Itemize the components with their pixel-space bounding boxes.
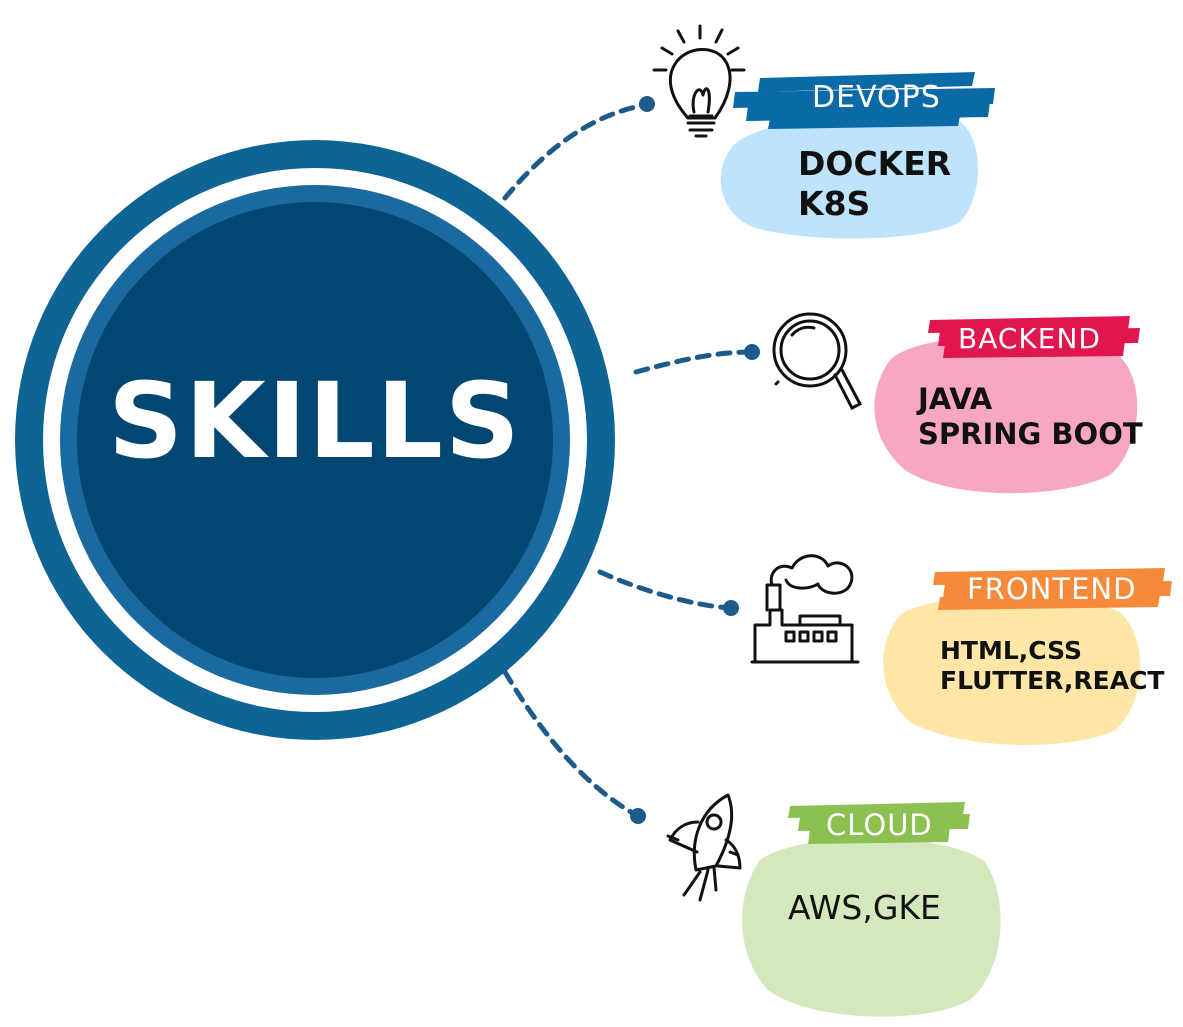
connector-backend (633, 349, 755, 375)
frontend-label: FRONTEND (967, 572, 1137, 606)
cloud-band (788, 802, 970, 844)
connectors (502, 102, 755, 819)
backend-blob (874, 336, 1138, 494)
connector-dot-cloud (630, 808, 646, 824)
devops-item-docker: DOCKER (798, 144, 952, 183)
connector-frontend (597, 569, 733, 611)
frontend-items: HTML,CSS FLUTTER,REACT (940, 636, 1164, 696)
center-title: SKILLS (108, 360, 522, 482)
connector-dot-frontend (723, 600, 739, 616)
frontend-band (933, 568, 1172, 610)
devops-band (733, 72, 995, 129)
connector-dots (630, 96, 760, 824)
connector-dot-devops (639, 96, 655, 112)
magnifier-icon (772, 312, 863, 411)
backend-band (928, 316, 1140, 358)
devops-blob (720, 113, 979, 239)
frontend-blob (883, 596, 1141, 745)
lightbulb-icon (652, 24, 746, 138)
cloud-item-aws-gke: AWS,GKE (788, 888, 941, 927)
devops-items: DOCKER K8S (798, 144, 951, 223)
backend-label: BACKEND (958, 322, 1101, 355)
frontend-item-html-css: HTML,CSS (940, 636, 1082, 665)
connector-dot-backend (744, 344, 760, 360)
backend-item-spring-boot: SPRING BOOT (918, 416, 1143, 451)
connector-devops (502, 102, 648, 201)
devops-item-k8s: K8S (798, 183, 871, 223)
factory-icon (750, 554, 860, 664)
center-circle (15, 140, 615, 740)
backend-items: JAVA SPRING BOOT (918, 382, 1143, 452)
connector-cloud (502, 669, 641, 819)
cloud-label: CLOUD (826, 808, 933, 842)
cloud-items: AWS,GKE (788, 888, 941, 928)
devops-label: DEVOPS (812, 80, 941, 115)
rocket-icon (666, 793, 742, 902)
backend-item-java: JAVA (918, 382, 993, 416)
cloud-blob (742, 838, 1001, 1017)
frontend-item-flutter-react: FLUTTER,REACT (940, 666, 1165, 695)
